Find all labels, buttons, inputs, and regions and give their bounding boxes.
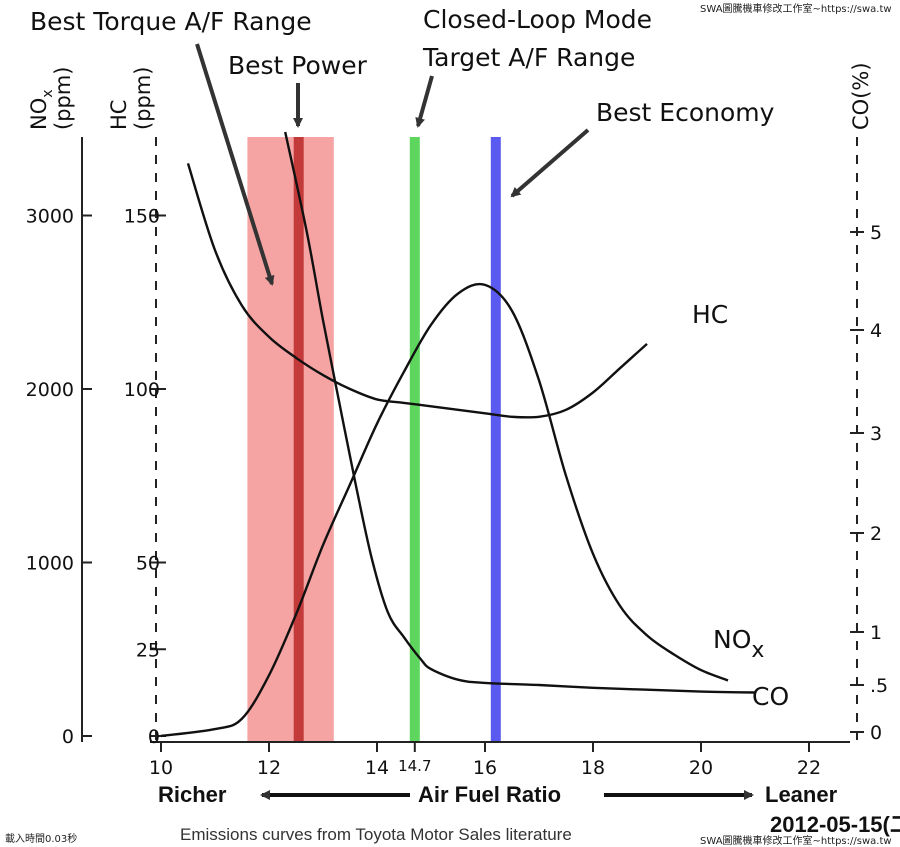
curve-layer — [160, 131, 756, 738]
nox-curve-label: NOx — [713, 625, 764, 663]
hc-tick-label: 100 — [124, 379, 160, 401]
nox-unit-main: NO — [27, 98, 51, 130]
hc-tick-label: 50 — [136, 553, 160, 575]
nox-unit-label: NOx (ppm) — [27, 66, 75, 130]
hc-tick-label: 150 — [124, 206, 160, 228]
x-tick-label: 20 — [689, 757, 713, 779]
best-economy-label: Best Economy — [596, 98, 775, 127]
nox-tick-label: 3000 — [26, 206, 74, 228]
best-torque-arrow — [195, 43, 275, 286]
co-unit-paren: (%) — [849, 62, 873, 98]
co-tick-label: 4 — [870, 320, 882, 342]
band-layer — [247, 137, 501, 742]
closed-loop-label: Closed-Loop Mode — [423, 5, 652, 34]
x-tick-label: 12 — [257, 757, 281, 779]
no-curve — [160, 282, 729, 738]
load-time-watermark: 載入時間0.03秒 — [5, 832, 77, 845]
nox-tick-label: 2000 — [26, 379, 74, 401]
co-tick-label: 0 — [870, 722, 882, 744]
date-stamp: 2012-05-15(二) — [770, 812, 900, 837]
x-tick-label: 22 — [797, 757, 821, 779]
band-best-economy — [490, 137, 501, 742]
hc-curve — [186, 163, 648, 419]
richer-label: Richer — [158, 782, 227, 807]
band-best-power — [293, 137, 304, 742]
hc-unit-label: HC (ppm) — [107, 66, 155, 130]
co-curve — [284, 131, 756, 694]
best-torque-label: Best Torque A/F Range — [30, 7, 312, 36]
co-tick-label: .5 — [870, 675, 888, 697]
nox-tick-label: 1000 — [26, 553, 74, 575]
co-tick-label: 1 — [870, 622, 882, 644]
axes — [81, 137, 858, 743]
x-special-tick-label: 14.7 — [398, 757, 431, 775]
closed-loop-arrow — [415, 75, 434, 128]
hc-tick-label: 25 — [136, 639, 160, 661]
hc-unit-main: HC — [107, 100, 131, 130]
co-unit-label: CO(%) — [849, 62, 873, 130]
nox-curve-label-main: NO — [713, 625, 751, 654]
co-unit-main: CO — [849, 99, 873, 130]
nox-curve-label-sub: x — [751, 638, 764, 663]
co-tick-label: 2 — [870, 523, 882, 545]
x-tick-label: 18 — [581, 757, 605, 779]
co-tick-label: 5 — [870, 222, 882, 244]
x-axis-title: Air Fuel Ratio — [418, 782, 561, 807]
svg-text:CO(%): CO(%) — [849, 62, 873, 130]
nox-unit-sub: x — [40, 89, 56, 97]
x-tick-label: 14 — [365, 757, 389, 779]
annotations: Best Torque A/F Range Best Power Closed-… — [30, 5, 775, 286]
co-tick-label: 3 — [870, 423, 882, 445]
co-curve-label: CO — [752, 682, 789, 711]
best-economy-arrow — [510, 128, 590, 198]
target-af-label: Target A/F Range — [422, 43, 635, 72]
x-tick-label: 16 — [473, 757, 497, 779]
hc-tick-label: 0 — [148, 726, 160, 748]
svg-text:NOx: NOx — [27, 89, 56, 130]
hc-curve-label: HC — [692, 300, 728, 329]
site-watermark-bottom: SWA圖騰機車修改工作室~https://swa.tw — [700, 834, 892, 847]
nox-tick-label: 0 — [62, 726, 74, 748]
site-watermark-top: SWA圖騰機車修改工作室~https://swa.tw — [700, 2, 892, 15]
caption: Emissions curves from Toyota Motor Sales… — [180, 825, 572, 844]
leaner-label: Leaner — [765, 782, 838, 807]
hc-unit-paren: (ppm) — [131, 66, 155, 130]
x-tick-label: 10 — [149, 757, 173, 779]
best-power-label: Best Power — [228, 51, 368, 80]
band-closed-loop-mode — [409, 137, 420, 742]
nox-unit-paren: (ppm) — [51, 66, 75, 130]
direction-row: Richer Air Fuel Ratio Leaner — [158, 782, 838, 807]
band-best-torque-a-f-range — [247, 137, 334, 742]
